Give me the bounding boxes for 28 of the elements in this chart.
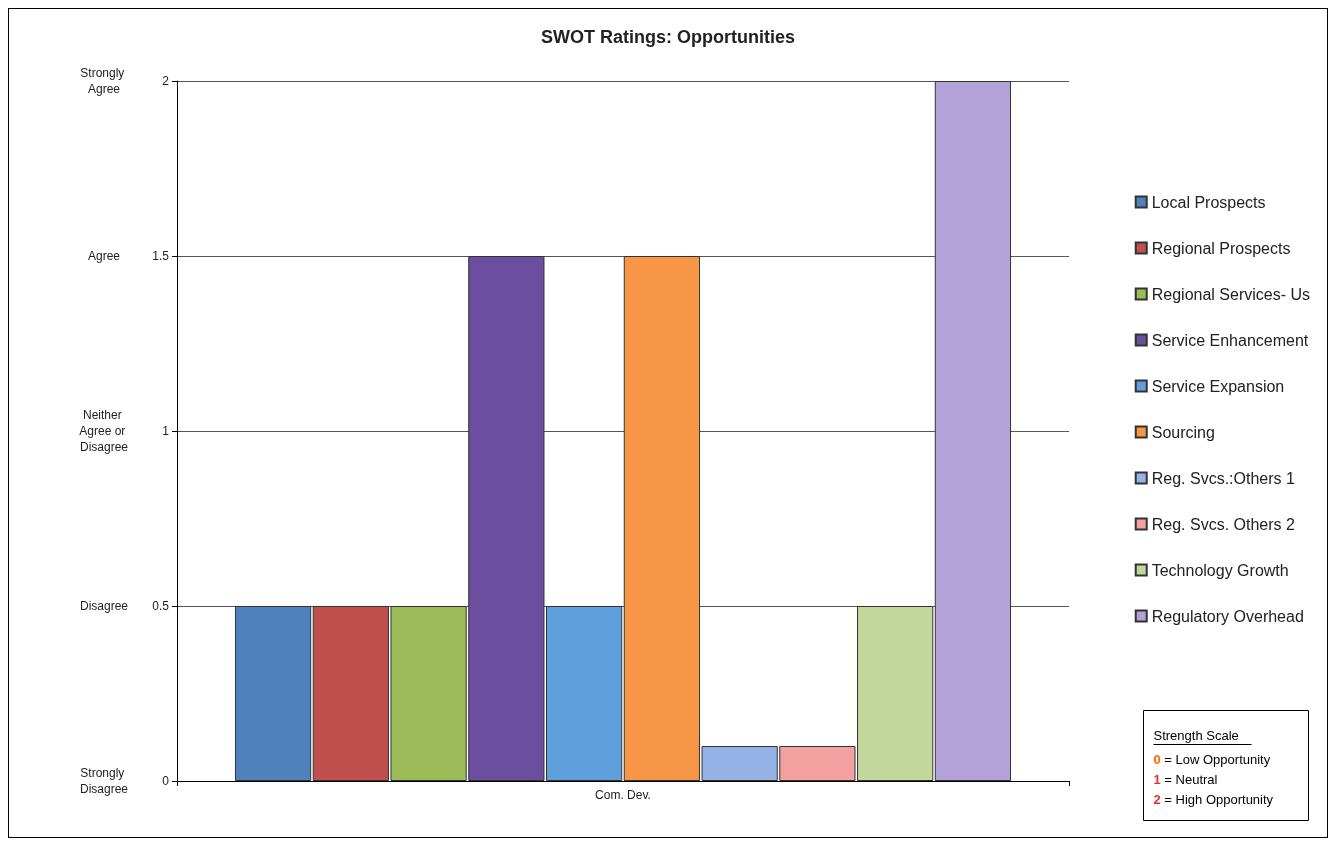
text: Strongly Agree (80, 66, 128, 96)
text: Strength Scale (1153, 727, 1239, 743)
y-tick-label: 1.5 (152, 249, 170, 263)
chart-title: SWOT Ratings: Opportunities (541, 27, 795, 47)
text: 2 = High Opportunity (1153, 791, 1274, 807)
y-tick-label: 0.5 (152, 599, 170, 613)
legend-label: Service Expansion (1151, 377, 1285, 395)
text: Strongly Disagree (79, 766, 129, 796)
legend-label: Regional Services- Us (1151, 285, 1310, 303)
y-tick-label: 2 (162, 74, 170, 88)
legend-label: Regulatory Overhead (1151, 607, 1304, 625)
text: Agree (87, 249, 121, 263)
x-tick-label: Com. Dev. (595, 788, 651, 802)
text: 1 = Neutral (1153, 771, 1218, 787)
bar (934, 81, 1012, 781)
bar (234, 606, 312, 781)
legend-label: Reg. Svcs. Others 2 (1151, 515, 1295, 533)
y-tick-label: 0 (162, 774, 170, 788)
text: Disagree (79, 599, 129, 613)
legend-label: Service Enhancement (1151, 331, 1309, 349)
legend-label: Reg. Svcs.:Others 1 (1151, 469, 1295, 487)
y-tick-label: 1 (162, 424, 170, 438)
legend-label: Local Prospects (1151, 193, 1266, 211)
legend-label: Technology Growth (1151, 561, 1289, 579)
text: Neither Agree or Disagree (79, 408, 129, 454)
text: 0 = Low Opportunity (1153, 751, 1271, 767)
legend-label: Regional Prospects (1151, 239, 1291, 257)
legend-label: Sourcing (1151, 423, 1215, 441)
